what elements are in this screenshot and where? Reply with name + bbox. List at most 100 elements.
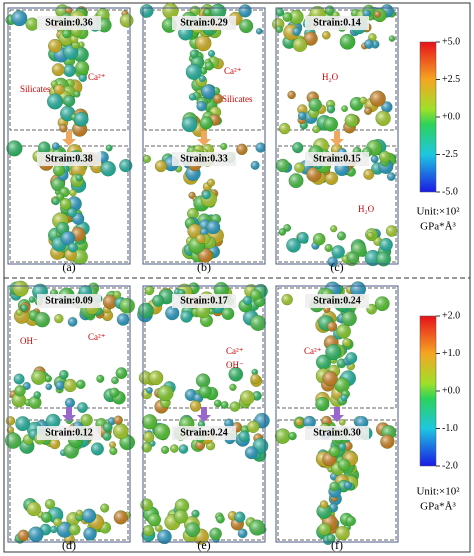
atom-shade [75,174,83,182]
atom-shade [338,443,346,451]
atom-shade [28,526,44,542]
atom-shade [340,394,348,402]
atom-shade [220,143,228,150]
annotation: Ca²⁺ [226,346,244,356]
atom-shade [16,309,23,316]
atom-shade [113,415,123,425]
atom-shade [67,207,77,218]
atom-shade [236,143,248,155]
atom-shade [53,164,65,177]
strain-box [305,16,369,30]
annotation: Silicates [20,84,51,94]
atom-shade [295,418,303,426]
atom-shade [323,117,338,132]
atom-shade [5,416,15,426]
atom-shade [70,162,86,178]
atom-shade [369,90,386,107]
atom-shade [185,522,200,537]
atom-shade [45,414,61,429]
unit-label: GPa*Å³ [420,221,456,233]
atom-shade [206,220,221,235]
atom-shade [355,416,369,429]
atom-shade [216,515,225,524]
atom-shade [196,373,211,388]
atom-shade [343,441,353,451]
atom-shade [146,387,153,394]
atom-shade [275,26,283,33]
atom-shade [322,370,338,386]
atom-shade [100,161,116,177]
atom-shade [113,290,121,299]
atom-shade [102,310,113,321]
strain-label: Strain:0.14 [313,17,361,28]
atom-shade [335,526,350,541]
atom-shade [119,159,133,173]
arrow-head [330,139,344,146]
atom-shade [255,142,266,153]
colorbar-tick-label: +2.0 [442,310,460,321]
atom-shade [34,312,50,328]
atom-shade [65,398,75,408]
atom-shade [214,399,222,407]
strain-box [172,16,236,30]
atom-shade [111,376,119,384]
atom-shade [6,140,23,157]
atom-shade [170,444,179,453]
atom-shade [140,4,154,18]
atom-shade [78,73,87,82]
atom-shade [47,93,63,110]
atom-shade [44,375,52,383]
atom-shade [202,190,211,200]
atom-shade [31,370,46,385]
atom-shade [344,113,359,128]
atom-shade [374,296,390,311]
strain-box [172,152,236,166]
atom-shade [278,228,286,236]
atom-shade [80,414,93,427]
panel-border [275,7,399,265]
atom-shade [386,225,398,237]
colorbar-tick-label: +1.0 [442,348,460,359]
atom-shade [11,10,28,27]
atom-shade [375,110,391,126]
atom-shade [364,250,381,266]
atom-shade [281,294,293,306]
atom-shade [238,4,252,18]
annotation: Ca²⁺ [224,66,242,76]
strain-label: Strain:0.12 [45,427,93,438]
atom-shade [316,354,332,370]
atom-shade [204,61,214,71]
atom-shade [312,125,320,134]
atom-shade [330,225,338,233]
atom-shade [329,481,340,492]
molecule-render [143,142,266,263]
atom-shade [341,105,348,112]
atom-shade [250,289,261,301]
atom-shade [297,232,309,244]
atom-shade [250,161,260,170]
atom-shade [63,95,76,107]
arrow-shaft [334,407,340,415]
atom-shade [191,509,200,518]
atom-shade [196,101,207,112]
unit-label: Unit:×10² [416,486,460,498]
atom-shade [294,162,305,173]
atom-shade [256,28,263,35]
atom-shade [339,34,356,50]
atom-shade [363,169,375,180]
atom-shade [276,158,290,173]
arrow-head [197,415,211,422]
atom-shade [152,294,164,307]
atom-shade [142,414,158,430]
atom-shade [49,438,61,449]
atom-shade [102,422,113,433]
atom-shade [5,432,22,449]
atom-shade [174,498,189,513]
atom-shade [198,248,213,263]
atom-shade [76,379,86,389]
strain-label: Strain:0.15 [313,153,361,164]
atom-shade [251,368,258,376]
panel-border [275,285,399,543]
colorbar-tick-label: +2.5 [442,74,460,85]
atom-shade [109,387,120,398]
